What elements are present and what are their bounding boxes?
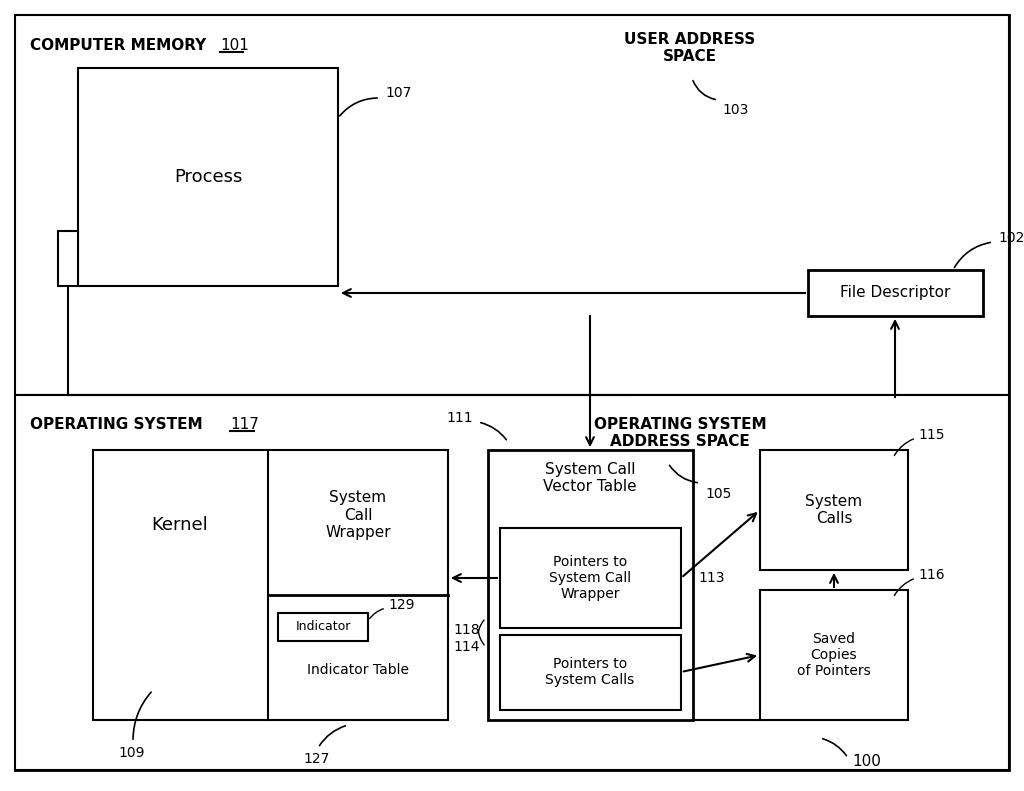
Text: Process: Process [174,168,243,186]
Text: Saved
Copies
of Pointers: Saved Copies of Pointers [797,632,870,678]
Text: OPERATING SYSTEM: OPERATING SYSTEM [30,417,203,432]
Bar [488,450,693,720]
Text: 127: 127 [303,752,330,766]
Text: 102: 102 [998,231,1024,245]
Text: 105: 105 [705,487,731,501]
Text: 116: 116 [918,568,944,582]
Text: Pointers to
System Call
Wrapper: Pointers to System Call Wrapper [549,554,631,601]
Text: USER ADDRESS
SPACE: USER ADDRESS SPACE [625,32,756,64]
Bar [278,613,368,641]
Text: Pointers to
System Calls: Pointers to System Calls [546,657,635,687]
Text: OPERATING SYSTEM
ADDRESS SPACE: OPERATING SYSTEM ADDRESS SPACE [594,417,766,449]
Bar [15,395,1009,770]
Text: 129: 129 [388,598,415,612]
Text: System Call
Vector Table: System Call Vector Table [543,462,637,494]
Text: File Descriptor: File Descriptor [840,286,950,301]
Bar [93,450,449,720]
Text: 114: 114 [454,640,480,654]
Bar [808,270,983,316]
Text: 111: 111 [446,411,473,425]
Text: 113: 113 [698,571,725,585]
Text: 115: 115 [918,428,944,442]
Bar [78,68,338,286]
Text: Indicator Table: Indicator Table [307,663,409,677]
Bar [500,528,681,628]
Bar [760,450,908,570]
Text: 117: 117 [230,417,259,432]
Text: 103: 103 [722,103,749,117]
Text: 101: 101 [220,38,249,53]
Text: COMPUTER MEMORY: COMPUTER MEMORY [30,38,206,53]
Text: 109: 109 [118,746,144,760]
Text: 118: 118 [454,623,480,637]
Text: 107: 107 [385,86,412,100]
Bar [58,231,78,286]
Bar [760,590,908,720]
Text: Kernel: Kernel [152,516,208,534]
Bar [15,15,1009,395]
Bar [500,635,681,710]
Text: System
Calls: System Calls [806,494,862,526]
Text: System
Call
Wrapper: System Call Wrapper [326,490,391,540]
Text: 100: 100 [852,755,881,770]
Text: Indicator: Indicator [295,620,350,634]
